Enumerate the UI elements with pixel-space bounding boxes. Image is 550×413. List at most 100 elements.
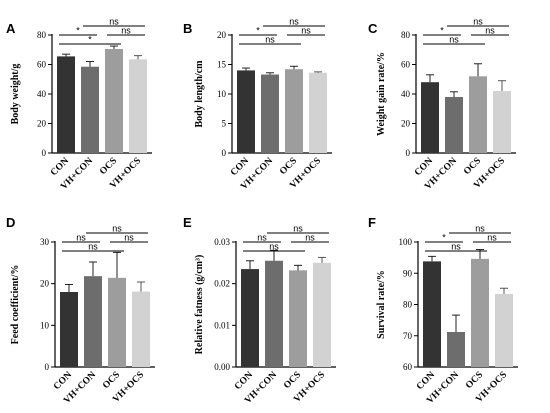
y-tick-label: 60 <box>401 60 411 70</box>
y-tick-label: 80 <box>401 30 411 40</box>
bar <box>108 277 126 367</box>
bar <box>423 261 441 367</box>
x-tick-label: OCS <box>464 370 485 391</box>
significance-label: ns <box>305 233 315 243</box>
significance-label: ns <box>76 233 86 243</box>
y-tick-label: 40 <box>37 89 47 99</box>
bar <box>313 262 331 367</box>
y-tick-label: 20 <box>217 30 227 40</box>
y-tick-label: 0 <box>42 148 47 158</box>
significance-label: ns <box>289 17 299 27</box>
bar <box>132 291 150 367</box>
y-tick-label: 0.00 <box>214 362 230 372</box>
panel-letter: B <box>183 21 192 36</box>
y-tick-label: 90 <box>403 268 413 278</box>
bar <box>241 269 259 367</box>
bar <box>469 76 487 153</box>
significance-label: * <box>76 26 80 36</box>
y-tick-label: 30 <box>40 237 50 247</box>
y-tick-label: 15 <box>217 60 227 70</box>
x-tick-label: CON <box>413 156 435 178</box>
y-tick-label: 5 <box>222 119 227 129</box>
significance-label: ns <box>449 35 459 45</box>
x-tick-label: OCS <box>282 370 303 391</box>
panel-letter: D <box>6 215 15 230</box>
x-tick-label: OCS <box>278 156 299 177</box>
bar <box>445 96 463 153</box>
bar <box>495 293 513 367</box>
y-tick-label: 80 <box>403 300 413 310</box>
x-tick-label: CON <box>52 370 74 392</box>
bar <box>237 70 255 153</box>
bar <box>493 91 511 153</box>
bar <box>289 270 307 367</box>
bar <box>129 59 147 153</box>
significance-label: ns <box>265 35 275 45</box>
panel-e: E 0.00 0.01 0.02 0.03 Relative fatness (g/cm³… <box>183 215 336 406</box>
bar <box>285 69 303 153</box>
significance-label: ns <box>293 224 303 234</box>
y-tick-label: 0 <box>406 148 411 158</box>
x-tick-label: OCS <box>462 156 483 177</box>
y-tick-label: 0.03 <box>214 237 230 247</box>
y-tick-label: 0 <box>45 362 50 372</box>
significance-label: * <box>88 35 92 45</box>
y-tick-label: 10 <box>40 320 50 330</box>
bar <box>471 258 489 367</box>
significance-label: ns <box>301 26 311 36</box>
y-axis-label: Relative fatness (g/cm³) <box>194 255 205 355</box>
panel-letter: F <box>368 215 376 230</box>
significance-label: * <box>442 233 446 243</box>
y-tick-label: 20 <box>37 119 47 129</box>
significance-label: ns <box>121 26 131 36</box>
y-axis-label: Weight gain rate/% <box>376 52 387 136</box>
significance-label: * <box>256 26 260 36</box>
bar <box>261 74 279 153</box>
y-axis-label: Body length/cm <box>194 60 205 128</box>
significance-label: ns <box>109 17 119 27</box>
significance-label: ns <box>485 26 495 36</box>
x-tick-label: CON <box>415 370 437 392</box>
significance-label: ns <box>88 242 98 252</box>
y-tick-label: 60 <box>403 362 413 372</box>
significance-label: ns <box>473 17 483 27</box>
significance-label: ns <box>269 242 279 252</box>
y-tick-label: 80 <box>37 30 47 40</box>
bar <box>265 260 283 367</box>
y-tick-label: 20 <box>401 119 411 129</box>
bar <box>81 66 99 153</box>
y-tick-label: 100 <box>399 237 413 247</box>
panel-letter: A <box>6 21 16 36</box>
y-tick-label: 60 <box>37 60 47 70</box>
x-tick-label: CON <box>229 156 251 178</box>
significance-label: ns <box>451 242 461 252</box>
bar <box>60 292 78 367</box>
x-tick-label: OCS <box>98 156 119 177</box>
bar <box>57 56 75 154</box>
y-axis-label: Body weight/g <box>10 64 21 125</box>
bar <box>309 72 327 153</box>
x-tick-label: CON <box>233 370 255 392</box>
x-tick-label: CON <box>49 156 71 178</box>
significance-label: ns <box>257 233 267 243</box>
significance-label: ns <box>124 233 134 243</box>
y-tick-label: 10 <box>217 89 227 99</box>
y-tick-label: 20 <box>40 279 50 289</box>
significance-label: ns <box>112 224 122 234</box>
y-tick-label: 70 <box>403 331 413 341</box>
bar <box>105 49 123 154</box>
significance-label: ns <box>475 224 485 234</box>
bar <box>447 332 465 367</box>
y-tick-label: 0.01 <box>214 320 230 330</box>
bar <box>421 82 439 153</box>
y-axis-label: Survival rate/% <box>376 270 387 339</box>
panel-letter: E <box>183 215 192 230</box>
y-tick-label: 0 <box>222 148 227 158</box>
significance-label: * <box>440 26 444 36</box>
significance-label: ns <box>487 233 497 243</box>
